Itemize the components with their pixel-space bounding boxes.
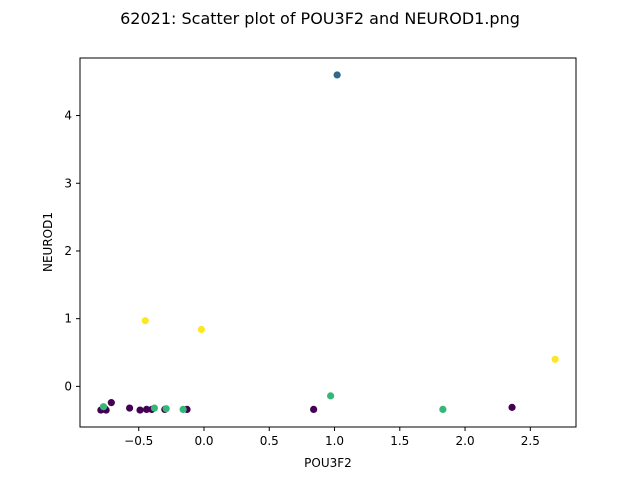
x-tick-label-0: −0.5	[124, 434, 153, 448]
data-points	[97, 71, 559, 414]
x-tick-label-2: 0.5	[260, 434, 279, 448]
y-axis-label: NEUROD1	[41, 212, 55, 272]
chart-title: 62021: Scatter plot of POU3F2 and NEUROD…	[120, 9, 520, 28]
x-tick-label-4: 1.5	[390, 434, 409, 448]
x-tick-label-3: 1.0	[325, 434, 344, 448]
x-tick-label-1: 0.0	[194, 434, 213, 448]
data-point-21	[551, 355, 559, 363]
x-axis-ticks: −0.5 0.0 0.5 1.0 1.5 2.0 2.5	[124, 427, 540, 448]
y-tick-label-0: 0	[64, 379, 72, 393]
data-point-3	[107, 399, 115, 407]
data-point-10	[310, 405, 318, 413]
data-point-19	[141, 317, 149, 325]
data-point-12	[333, 71, 341, 79]
data-point-18	[439, 405, 447, 413]
data-point-17	[327, 392, 335, 400]
y-tick-label-1: 1	[64, 312, 72, 326]
y-tick-label-3: 3	[64, 176, 72, 190]
data-point-20	[197, 325, 205, 334]
data-point-14	[150, 404, 158, 412]
data-point-11	[508, 403, 516, 411]
x-axis-label: POU3F2	[304, 456, 352, 470]
x-tick-label-6: 2.5	[521, 434, 540, 448]
y-axis-ticks: 0 1 2 3 4	[64, 109, 80, 393]
y-tick-label-2: 2	[64, 244, 72, 258]
data-point-13	[99, 403, 108, 411]
data-point-5	[136, 406, 144, 414]
data-point-4	[126, 404, 134, 412]
data-point-6	[142, 405, 151, 413]
x-tick-label-5: 2.0	[456, 434, 475, 448]
data-point-16	[179, 405, 187, 413]
y-tick-label-4: 4	[64, 109, 72, 123]
plot-area-frame	[79, 57, 577, 428]
data-point-15	[162, 405, 170, 413]
